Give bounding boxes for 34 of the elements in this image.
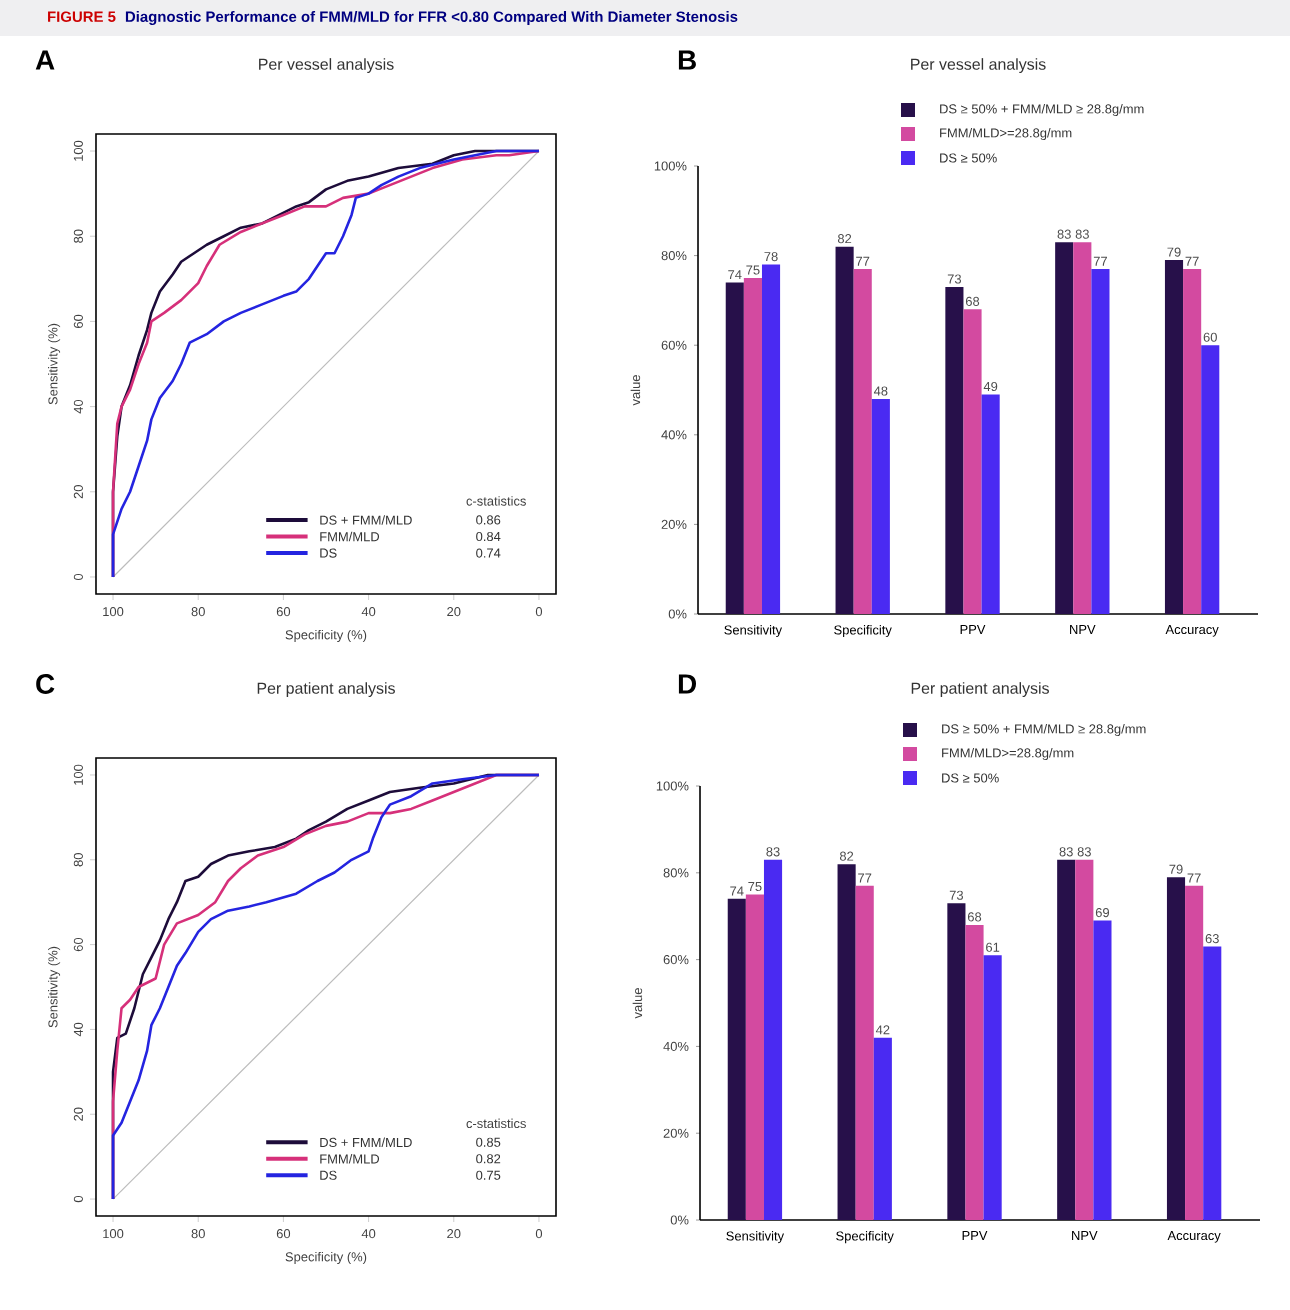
bar xyxy=(725,282,744,615)
bar xyxy=(835,246,854,615)
bar xyxy=(983,955,1002,1221)
bar xyxy=(1075,859,1094,1221)
bar xyxy=(1055,242,1074,615)
text: A xyxy=(35,50,55,70)
bar xyxy=(853,269,872,615)
bar xyxy=(1185,885,1204,1221)
bar xyxy=(947,903,966,1221)
bar xyxy=(837,864,856,1221)
bar xyxy=(727,898,746,1221)
bar xyxy=(1203,946,1222,1221)
bar xyxy=(1093,920,1112,1221)
bar xyxy=(855,885,874,1221)
bar xyxy=(1057,859,1076,1221)
bar xyxy=(1166,877,1186,1221)
bar xyxy=(743,278,762,615)
bar xyxy=(761,264,781,615)
bar xyxy=(745,894,764,1221)
bar xyxy=(1201,345,1220,615)
bar xyxy=(873,1037,892,1221)
bar xyxy=(1183,269,1202,615)
bar xyxy=(1091,269,1110,615)
bar xyxy=(963,309,982,615)
bar xyxy=(1164,260,1184,615)
bar xyxy=(965,924,984,1221)
bar xyxy=(945,286,964,615)
text: B xyxy=(678,50,696,70)
text: C xyxy=(36,674,55,694)
bar xyxy=(871,398,890,615)
bar xyxy=(981,394,1000,615)
bar xyxy=(1073,242,1092,615)
bar xyxy=(763,859,783,1221)
text: D xyxy=(678,674,697,694)
